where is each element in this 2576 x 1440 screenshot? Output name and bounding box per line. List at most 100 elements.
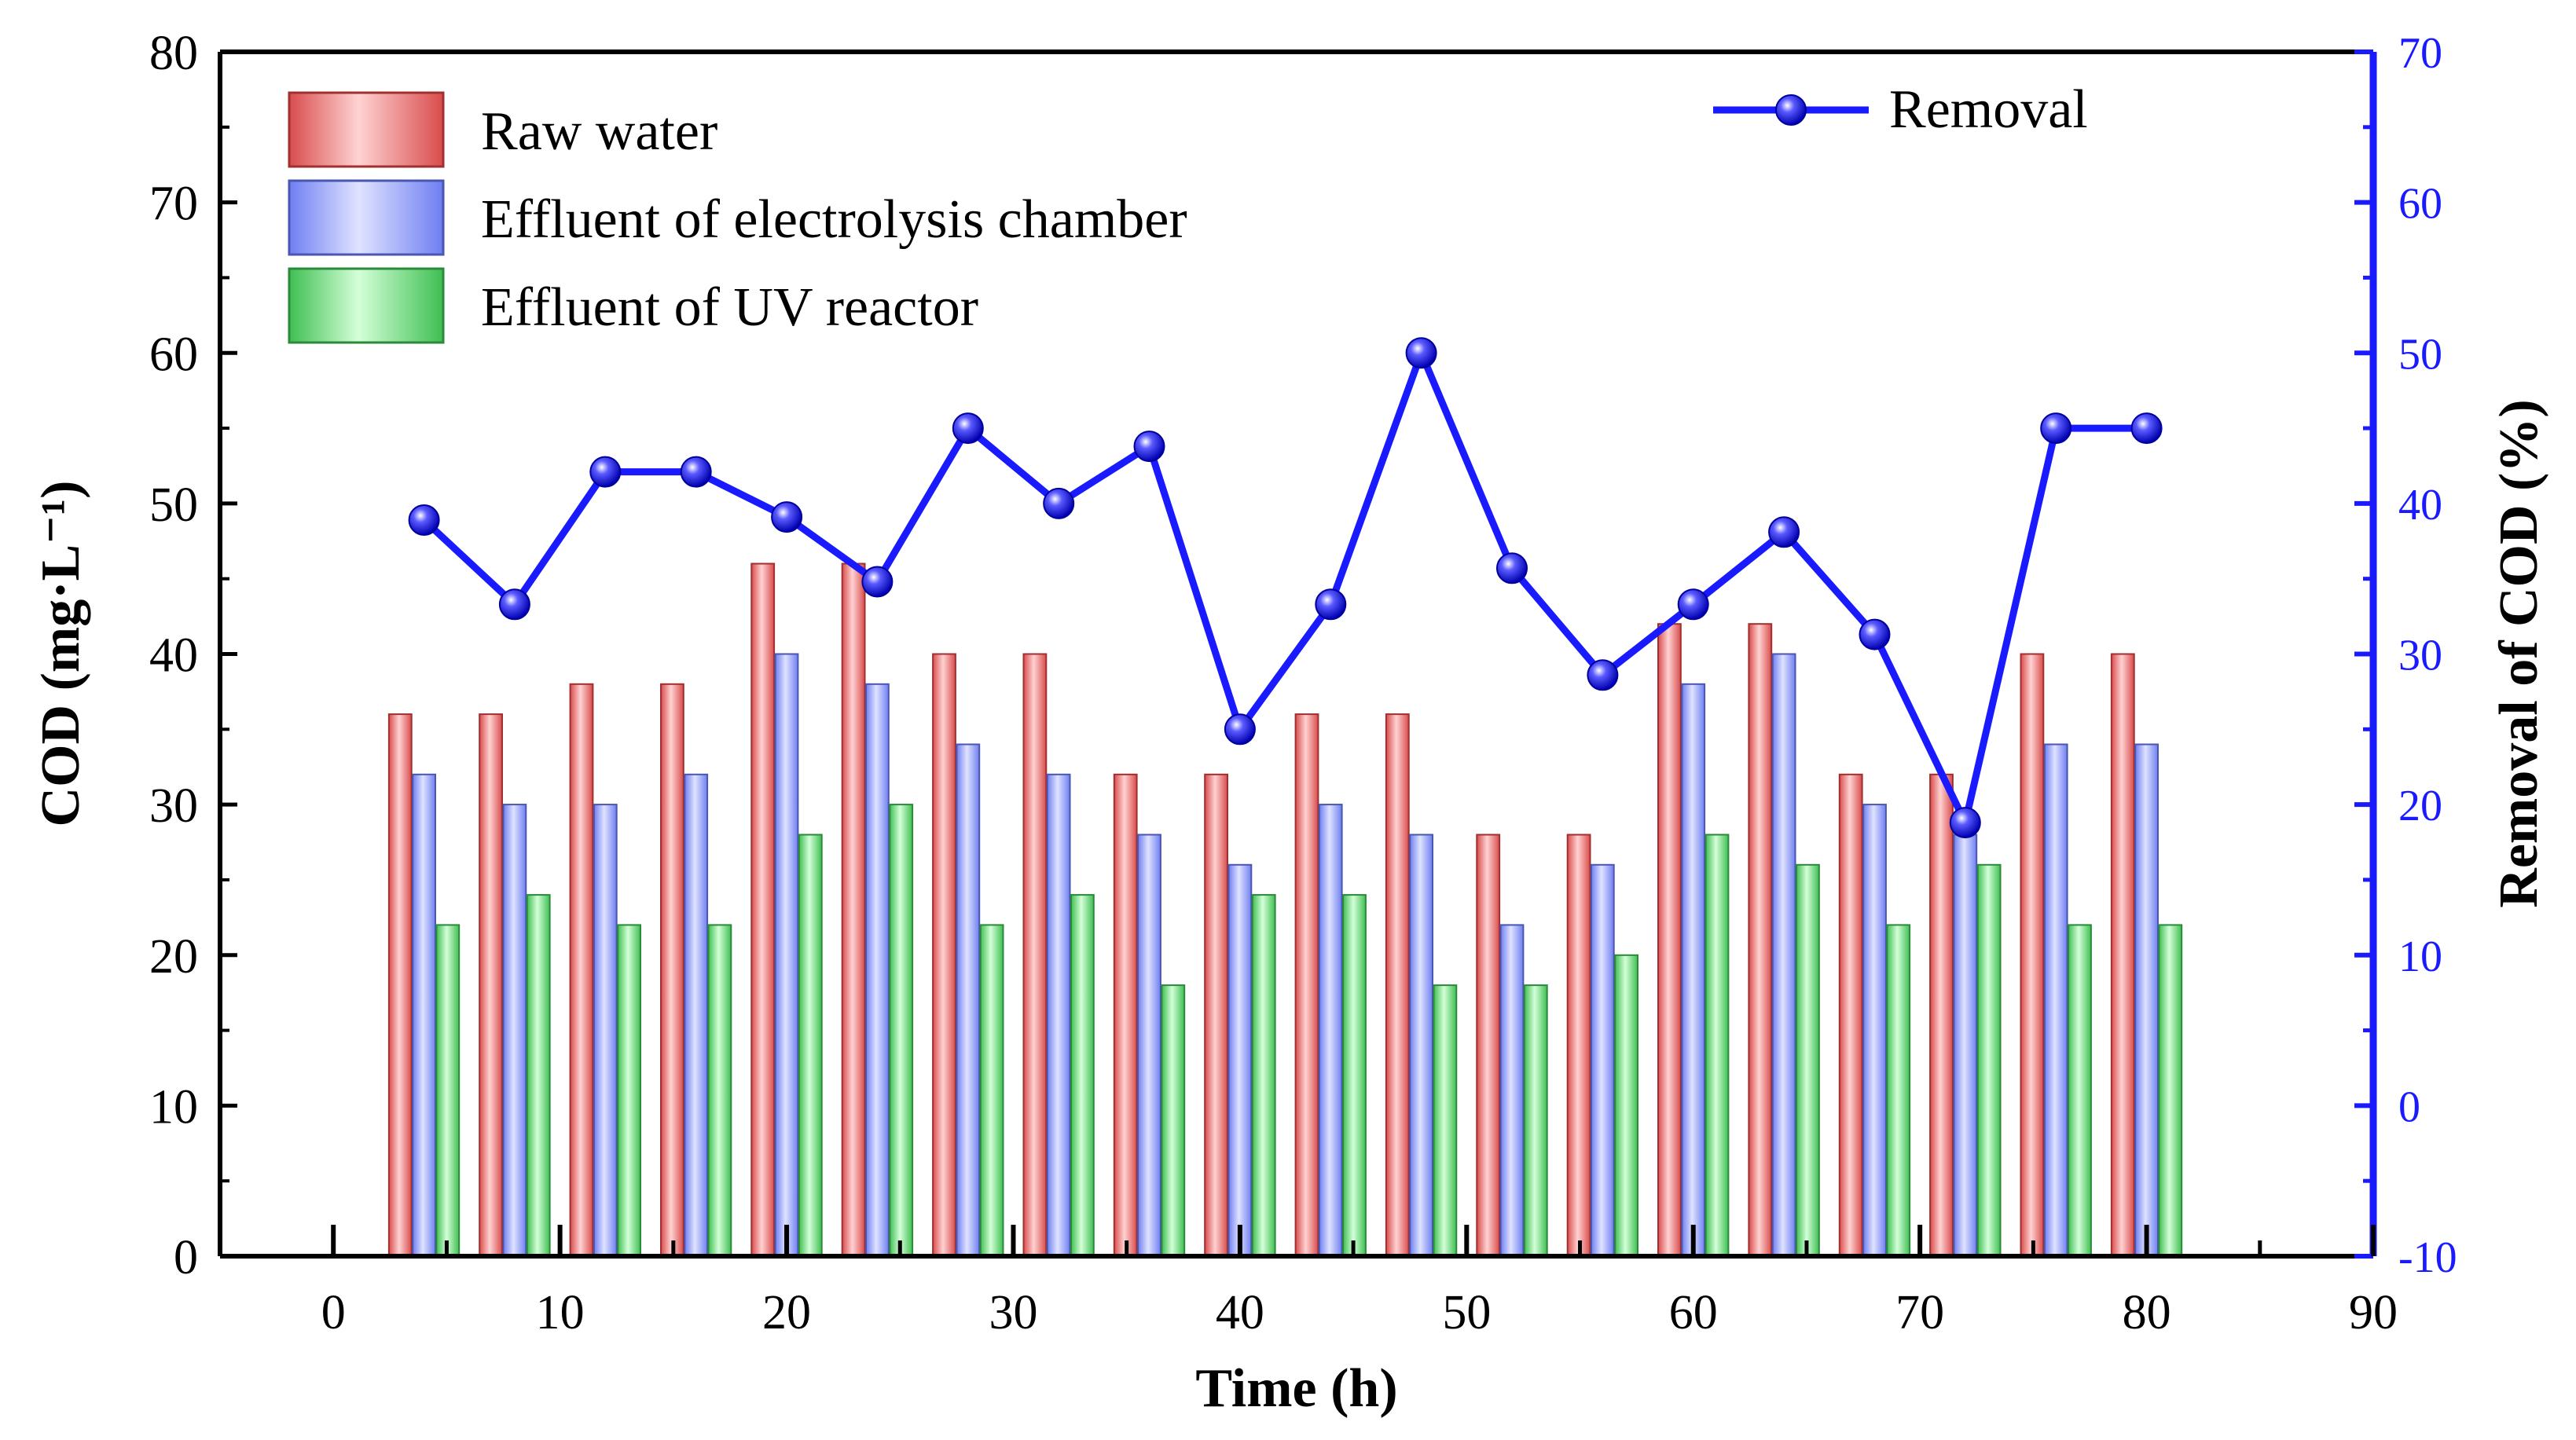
bar-raw-water (1022, 653, 1048, 1257)
bar-uv-reactor (2068, 924, 2092, 1258)
y2-tick-label: 0 (2398, 1083, 2420, 1131)
legend-item-electrolysis: Effluent of electrolysis chamber (288, 179, 1187, 256)
removal-point (1224, 713, 1256, 746)
bar-raw-water (1657, 623, 1682, 1257)
bar-electrolysis (1862, 804, 1887, 1257)
bar-raw-water (932, 653, 956, 1257)
y2-tick-label: 10 (2398, 933, 2442, 981)
bars (387, 562, 2183, 1258)
bar-electrolysis (865, 683, 890, 1257)
y-tick-label: 0 (174, 1231, 198, 1284)
bar-uv-reactor (1251, 894, 1276, 1257)
y-tick-label: 30 (149, 779, 198, 833)
bar-raw-water (1385, 713, 1410, 1257)
bar-uv-reactor (526, 894, 551, 1257)
bar-electrolysis (2043, 743, 2068, 1257)
bar-raw-water (660, 683, 684, 1257)
removal-point (1768, 516, 1800, 548)
y-tick-label: 60 (149, 328, 198, 381)
removal-point (952, 412, 984, 445)
y2-tick-label: 50 (2398, 330, 2442, 379)
bar-electrolysis (1953, 834, 1978, 1257)
removal-point (1315, 588, 1347, 621)
removal-point (1405, 337, 1437, 369)
bar-electrolysis (1227, 863, 1253, 1258)
bar-raw-water (1566, 834, 1591, 1257)
bar-raw-water (387, 713, 413, 1257)
bar-uv-reactor (1161, 984, 1186, 1257)
bar-raw-water (1294, 713, 1319, 1257)
legend-label-raw-water: Raw water (481, 101, 717, 162)
x-axis-title: Time (h) (1195, 1358, 1397, 1419)
bar-raw-water (750, 562, 776, 1257)
removal-point (2040, 412, 2072, 445)
bar-electrolysis (956, 743, 981, 1257)
bar-electrolysis (1499, 924, 1525, 1258)
y2-tick-label: 40 (2398, 481, 2442, 529)
bar-electrolysis (1590, 863, 1615, 1258)
removal-line (408, 337, 2163, 839)
removal-series-line (421, 349, 2147, 826)
bar-electrolysis (502, 804, 527, 1257)
line-legend: Removal (1713, 79, 2088, 140)
bar-raw-water (2110, 653, 2135, 1257)
removal-point (1677, 588, 1709, 621)
removal-point (1043, 487, 1075, 519)
legend-label-removal: Removal (1889, 79, 2088, 140)
y-tick-label: 10 (149, 1080, 198, 1134)
x-tick-label: 80 (2123, 1286, 2171, 1339)
bar-raw-water (841, 562, 866, 1257)
removal-point (408, 504, 440, 536)
removal-point (589, 456, 622, 488)
bar-electrolysis (1137, 834, 1161, 1257)
bar-electrolysis (1409, 834, 1433, 1257)
y-tick-label: 40 (149, 629, 198, 683)
y-tick-label: 20 (149, 930, 198, 984)
removal-point (1587, 659, 1619, 691)
bar-legend: Raw water Effluent of electrolysis chamb… (288, 91, 1187, 344)
legend-swatch-raw-water (288, 91, 445, 168)
removal-point (1133, 431, 1165, 463)
bar-uv-reactor (798, 834, 823, 1257)
removal-point (1496, 552, 1528, 584)
bar-raw-water (569, 683, 594, 1257)
legend-swatch-uv-reactor (288, 267, 445, 344)
removal-point (1949, 807, 1981, 839)
ticks: 0 10 20 30 40 50 60 70 80 -10 0 10 20 30 40 50 60 70 0 10 20… (149, 27, 2457, 1339)
bar-raw-water (1113, 773, 1138, 1257)
removal-point (680, 456, 712, 488)
x-tick-label: 10 (536, 1286, 585, 1339)
y-tick-label: 70 (149, 178, 198, 231)
bar-raw-water (479, 713, 504, 1257)
y-axis-title: COD (mg·L⁻¹) (31, 481, 91, 827)
y2-tick-label: 20 (2398, 782, 2442, 830)
bar-electrolysis (684, 773, 709, 1257)
bar-electrolysis (1318, 804, 1343, 1257)
bar-uv-reactor (1070, 894, 1095, 1257)
y2-axis-title: Removal of COD (%) (2489, 399, 2549, 907)
legend-item-raw-water: Raw water (288, 91, 717, 168)
x-tick-label: 0 (321, 1286, 346, 1339)
x-tick-label: 60 (1669, 1286, 1718, 1339)
bar-uv-reactor (1433, 984, 1458, 1257)
bar-uv-reactor (707, 924, 732, 1258)
bar-uv-reactor (435, 924, 461, 1258)
removal-point (771, 501, 803, 533)
bar-electrolysis (2134, 743, 2159, 1257)
bar-uv-reactor (1796, 863, 1820, 1258)
legend-label-uv-reactor: Effluent of UV reactor (481, 277, 978, 338)
y-tick-label: 80 (149, 27, 198, 80)
bar-electrolysis (412, 773, 437, 1257)
legend-marker-removal (1775, 94, 1807, 126)
bar-uv-reactor (889, 804, 914, 1257)
bar-uv-reactor (1342, 894, 1367, 1257)
bar-electrolysis (1681, 683, 1706, 1257)
y2-tick-label: 60 (2398, 180, 2442, 229)
bar-uv-reactor (1976, 863, 2002, 1258)
bar-uv-reactor (1886, 924, 1911, 1258)
bar-electrolysis (774, 653, 799, 1257)
x-tick-label: 30 (989, 1286, 1037, 1339)
bar-uv-reactor (1614, 954, 1638, 1258)
bar-raw-water (2020, 653, 2045, 1257)
y2-tick-label: 30 (2398, 632, 2442, 680)
